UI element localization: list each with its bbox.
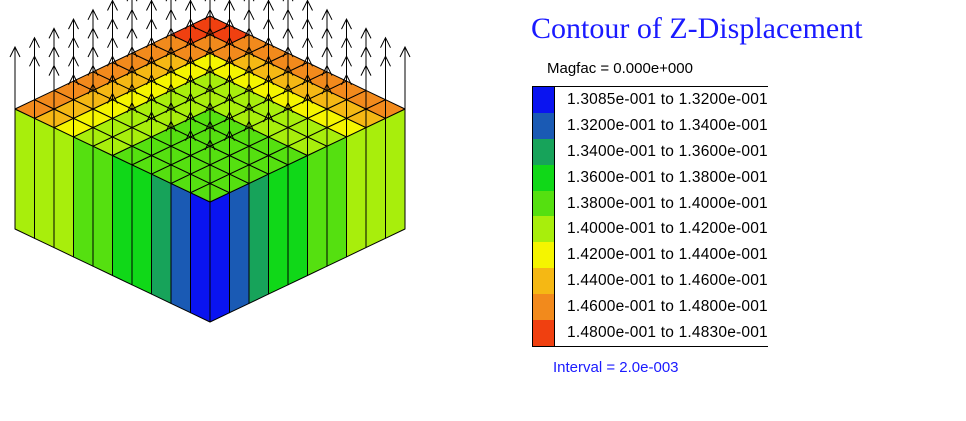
legend-band-label: 1.4600e-001 to 1.4800e-001 — [567, 298, 768, 316]
legend-band-row: 1.4600e-001 to 1.4800e-001 — [533, 294, 768, 321]
side-face-cell — [34, 117, 55, 249]
side-face-cell — [151, 173, 172, 304]
load-arrow-head — [107, 0, 118, 11]
load-arrow-head — [9, 45, 21, 58]
side-face-cell — [365, 117, 386, 249]
load-arrow-head — [380, 36, 391, 48]
legend-band-label: 1.4000e-001 to 1.4200e-001 — [567, 220, 768, 238]
side-face-cell — [14, 108, 35, 239]
legend-color-swatch — [533, 294, 555, 321]
side-face-cell — [385, 108, 406, 239]
legend-band-row: 1.3200e-001 to 1.3400e-001 — [533, 112, 768, 139]
contour-legend: 1.3085e-001 to 1.3200e-001 1.3200e-001 to… — [532, 86, 768, 347]
load-arrow-head — [399, 45, 411, 58]
load-arrow-head — [302, 0, 313, 11]
load-arrow-head — [321, 8, 333, 21]
load-arrow-head — [48, 27, 60, 39]
legend-band-label: 1.3200e-001 to 1.3400e-001 — [567, 116, 768, 134]
interval-label: Interval = 2.0e-003 — [553, 359, 679, 376]
legend-band-row: 1.3800e-001 to 1.4000e-001 — [533, 190, 768, 217]
legend-band-row: 1.3600e-001 to 1.3800e-001 — [533, 164, 768, 191]
legend-band-row: 1.4200e-001 to 1.4400e-001 — [533, 242, 768, 269]
side-face-cell — [53, 127, 74, 258]
load-arrow-head — [29, 36, 40, 48]
side-face-cell — [190, 192, 211, 323]
side-face-cell — [73, 136, 94, 267]
side-face-cell — [229, 182, 250, 314]
side-face-cell — [170, 182, 191, 314]
legend-band-row: 1.3085e-001 to 1.3200e-001 — [533, 87, 768, 113]
load-arrow-head — [341, 17, 352, 30]
side-face-cell — [307, 145, 328, 276]
side-face-cell — [287, 155, 308, 286]
legend-band-label: 1.3085e-001 to 1.3200e-001 — [567, 90, 768, 108]
legend-color-swatch — [533, 190, 555, 217]
legend-color-swatch — [533, 242, 555, 269]
legend-color-swatch — [533, 138, 555, 165]
legend-band-row: 1.4000e-001 to 1.4200e-001 — [533, 216, 768, 243]
legend-color-swatch — [533, 87, 555, 113]
legend-color-swatch — [533, 216, 555, 243]
magfac-label: Magfac = 0.000e+000 — [547, 60, 693, 77]
legend-band-row: 1.4400e-001 to 1.4600e-001 — [533, 268, 768, 295]
legend-band-label: 1.4200e-001 to 1.4400e-001 — [567, 246, 768, 264]
legend-color-swatch — [533, 164, 555, 191]
legend-band-row: 1.3400e-001 to 1.3600e-001 — [533, 138, 768, 165]
side-face-cell — [209, 192, 230, 323]
legend-band-row: 1.4800e-001 to 1.4830e-001 — [533, 320, 768, 346]
legend-color-swatch — [533, 320, 555, 346]
side-face-cell — [326, 136, 347, 267]
legend-band-label: 1.3800e-001 to 1.4000e-001 — [567, 194, 768, 212]
legend-band-label: 1.3600e-001 to 1.3800e-001 — [567, 168, 768, 186]
load-arrow-head — [68, 17, 79, 30]
contour-model-view — [9, 0, 411, 323]
legend-color-swatch — [533, 268, 555, 295]
side-face-cell — [92, 145, 113, 276]
side-face-cell — [131, 164, 152, 295]
side-face-cell — [112, 155, 133, 286]
side-face-cell — [346, 127, 367, 258]
load-arrow-head — [87, 8, 99, 21]
load-arrow-head — [360, 27, 372, 39]
legend-band-label: 1.3400e-001 to 1.3600e-001 — [567, 142, 768, 160]
legend-band-label: 1.4400e-001 to 1.4600e-001 — [567, 272, 768, 290]
legend-color-swatch — [533, 112, 555, 139]
side-face-cell — [248, 173, 269, 304]
legend-band-label: 1.4800e-001 to 1.4830e-001 — [567, 323, 768, 341]
side-face-cell — [268, 164, 289, 295]
legend-title: Contour of Z-Displacement — [531, 12, 863, 45]
